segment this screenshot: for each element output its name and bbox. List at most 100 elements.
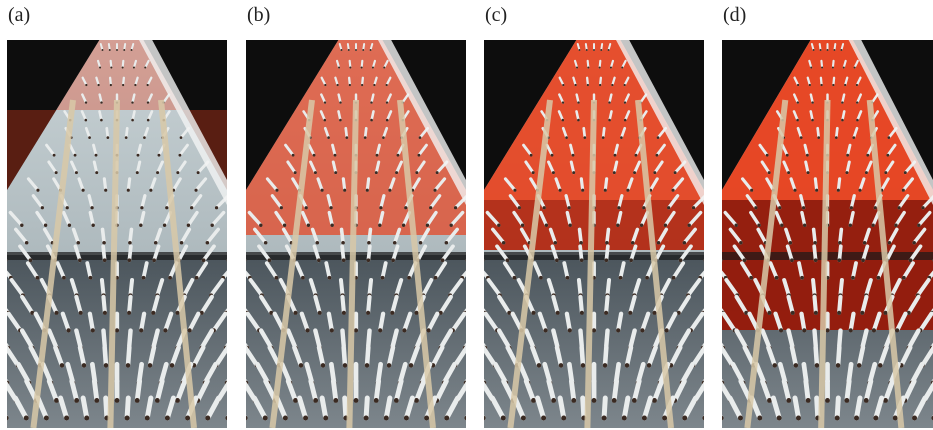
- pin: [231, 246, 244, 260]
- pin-hole: [125, 136, 128, 139]
- pin-hole: [559, 363, 564, 368]
- pin-hole: [294, 171, 297, 174]
- pin-hole: [317, 258, 321, 262]
- pin-hole: [671, 189, 674, 192]
- pin-hole: [624, 101, 626, 103]
- pin-hole: [156, 171, 159, 174]
- pin: [795, 398, 798, 418]
- pin-hole: [122, 66, 124, 68]
- pin-hole: [620, 136, 623, 139]
- pin-hole: [642, 206, 645, 209]
- pin-hole: [592, 328, 596, 332]
- pin-hole: [840, 49, 842, 51]
- pin: [233, 364, 246, 383]
- pin-hole: [635, 154, 638, 157]
- pin-hole: [85, 84, 87, 86]
- pin-hole: [313, 398, 318, 403]
- pin-hole: [561, 416, 566, 421]
- pin-hole: [382, 136, 385, 139]
- pin-hole: [571, 398, 576, 403]
- pin-hole: [865, 171, 868, 174]
- pin-hole: [537, 363, 542, 368]
- pin-hole: [587, 84, 589, 86]
- pin-hole: [125, 416, 130, 421]
- pin-hole: [268, 258, 272, 262]
- pin-hole: [25, 241, 29, 245]
- pin-hole: [233, 363, 238, 368]
- pin: [127, 398, 128, 418]
- pin: [130, 229, 132, 242]
- pin-hole: [349, 84, 351, 86]
- pin-hole: [139, 328, 143, 332]
- pin-hole: [856, 101, 858, 103]
- pin-hole: [713, 293, 717, 297]
- pin-hole: [860, 311, 864, 315]
- pin-hole: [616, 328, 620, 332]
- pin-hole: [766, 154, 769, 157]
- pin-hole: [236, 363, 241, 368]
- pin-hole: [135, 398, 140, 403]
- pin-hole: [800, 136, 803, 139]
- pin-hole: [409, 363, 414, 368]
- pin-hole: [426, 328, 430, 332]
- pin-hole: [532, 171, 535, 174]
- pin-hole: [436, 171, 439, 174]
- pin: [368, 246, 369, 260]
- pin-hole: [883, 311, 887, 315]
- pin: [580, 229, 582, 242]
- pin-hole: [128, 241, 132, 245]
- pin-hole: [518, 206, 521, 209]
- pin-hole: [813, 241, 817, 245]
- pin-hole: [126, 363, 131, 368]
- pin-hole: [866, 154, 869, 157]
- pin-hole: [874, 206, 877, 209]
- pin-hole: [811, 101, 813, 103]
- pin: [466, 364, 479, 383]
- pin-hole: [602, 416, 607, 421]
- pin-hole: [625, 363, 630, 368]
- pin-hole: [417, 154, 420, 157]
- pin: [705, 398, 718, 418]
- pin-hole: [395, 171, 398, 174]
- pin-hole: [445, 241, 449, 245]
- front-edge: [7, 252, 227, 260]
- pin-hole: [79, 311, 83, 315]
- pin: [372, 111, 374, 120]
- pin: [811, 111, 813, 120]
- pin: [584, 128, 585, 137]
- pin-hole: [434, 276, 438, 280]
- pin-hole: [95, 171, 98, 174]
- pin: [0, 331, 8, 348]
- pin: [0, 398, 6, 418]
- pin: [814, 246, 815, 260]
- pin: [581, 179, 582, 190]
- pin-hole: [94, 398, 99, 403]
- pin-hole: [739, 241, 743, 245]
- pin-hole: [338, 66, 340, 68]
- pin-hole: [471, 328, 475, 332]
- pin-hole: [314, 171, 317, 174]
- pin-hole: [336, 84, 338, 86]
- pin-hole: [577, 119, 580, 122]
- pin-hole: [599, 84, 601, 86]
- pin: [367, 347, 368, 365]
- pin-hole: [600, 49, 602, 51]
- pin-hole: [827, 49, 829, 51]
- front-edge: [484, 252, 704, 260]
- pin-hole: [719, 416, 724, 421]
- pin-hole: [370, 119, 373, 122]
- pin-hole: [841, 101, 843, 103]
- pin-hole: [407, 276, 411, 280]
- pin-hole: [104, 363, 109, 368]
- pin-hole: [683, 241, 687, 245]
- pin-hole: [424, 416, 429, 421]
- pin: [344, 347, 345, 365]
- pin-hole: [465, 258, 469, 262]
- pin-hole: [775, 276, 779, 280]
- pin-hole: [559, 189, 562, 192]
- pin-hole: [429, 206, 432, 209]
- pin-hole: [148, 363, 153, 368]
- pin-hole: [757, 224, 760, 227]
- pin-hole: [864, 398, 869, 403]
- pin: [226, 297, 239, 313]
